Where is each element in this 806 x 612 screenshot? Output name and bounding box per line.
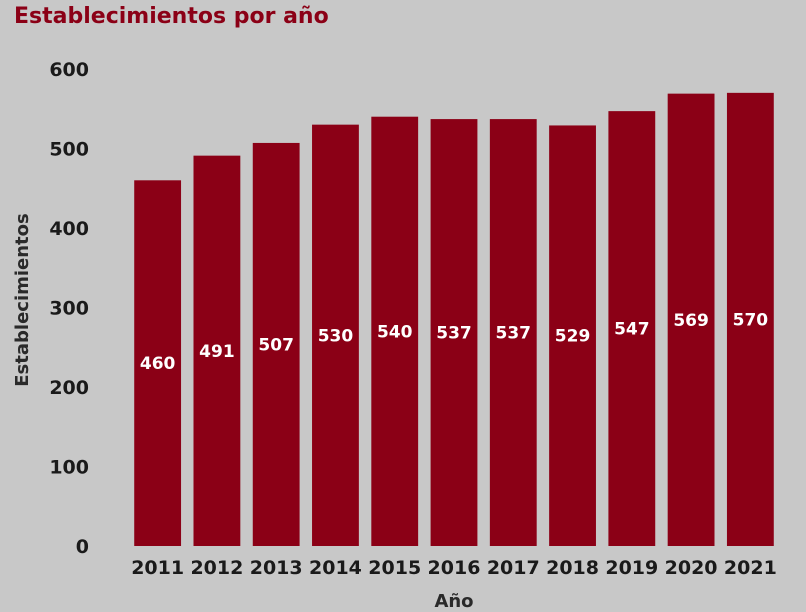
bar [134,180,182,547]
bar [667,93,715,547]
x-tick-label: 2015 [368,557,421,579]
bar-data-label: 507 [258,335,294,355]
y-tick-label: 100 [49,457,89,479]
bar-data-label: 491 [199,342,235,362]
bar [726,92,774,546]
bars-group [134,92,774,547]
x-tick-label: 2018 [546,557,599,579]
x-tick-label: 2012 [190,557,243,579]
bar [312,124,359,547]
bar [608,111,656,546]
bar [489,119,537,547]
bar [430,119,478,547]
x-tick-label: 2019 [605,557,658,579]
x-tick-label: 2017 [487,557,540,579]
x-tick-label: 2014 [309,557,362,579]
y-tick-label: 400 [49,218,89,240]
y-axis-title: Establecimientos [12,213,33,387]
bar [371,116,419,546]
data-labels-group: 460 491 507 530 540 537 537 529 547 569 570 [140,310,768,374]
y-axis-ticks: 0 100 200 300 400 500 600 [49,59,89,558]
bar-data-label: 570 [733,310,769,330]
bar-data-label: 569 [673,311,709,331]
x-tick-label: 2011 [131,557,184,579]
x-tick-label: 2021 [724,557,777,579]
x-tick-label: 2013 [250,557,303,579]
y-tick-label: 500 [49,139,89,161]
y-tick-label: 600 [49,59,89,81]
bar [193,155,241,546]
x-tick-label: 2016 [428,557,481,579]
bar-data-label: 460 [140,354,176,374]
bar [252,142,300,546]
x-axis-title: Año [434,591,473,612]
y-tick-label: 0 [76,536,89,558]
y-tick-label: 300 [49,298,89,320]
bar-data-label: 537 [496,324,532,344]
bar-data-label: 537 [436,324,472,344]
bar-data-label: 530 [318,326,354,346]
chart-title: Establecimientos por año [14,4,329,29]
x-axis-ticks: 2011 2012 2013 2014 2015 2016 2017 2018 2019 2020… [131,557,777,579]
bar-data-label: 547 [614,320,650,340]
bar-data-label: 540 [377,322,413,342]
bar [549,125,596,546]
bar-data-label: 529 [555,327,591,347]
y-tick-label: 200 [49,377,89,399]
x-tick-label: 2020 [665,557,718,579]
